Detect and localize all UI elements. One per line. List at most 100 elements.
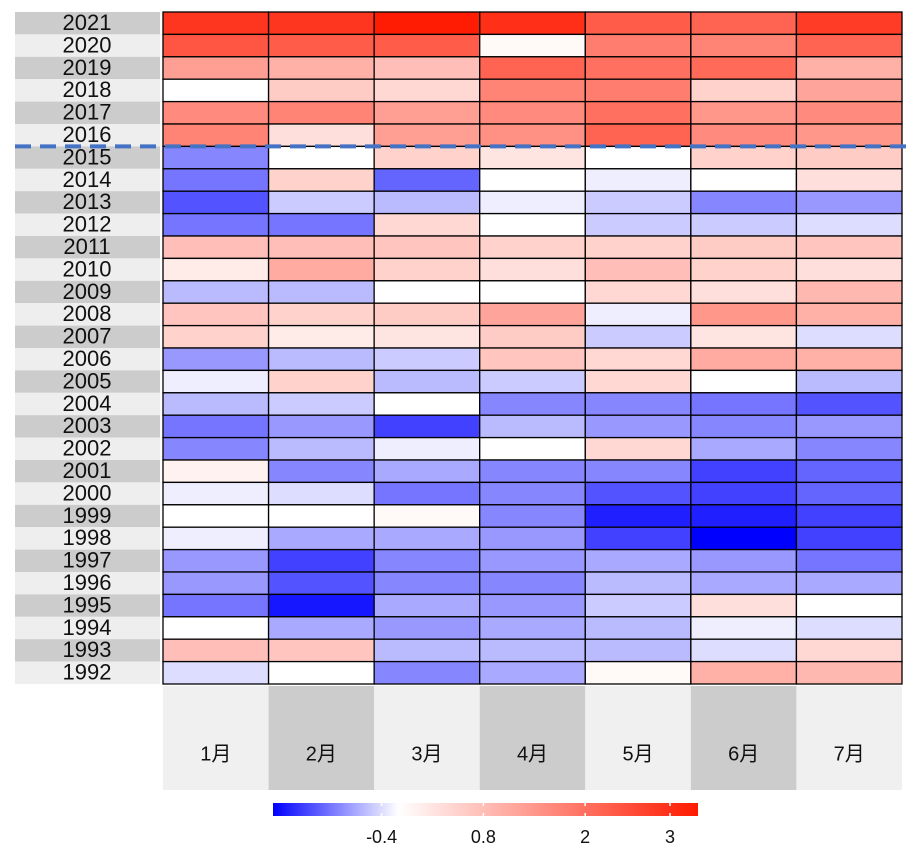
heat-cell <box>267 548 375 573</box>
heat-cell <box>584 347 692 372</box>
heat-cell <box>479 302 586 327</box>
heat-cell <box>373 302 481 327</box>
row-label-bg <box>15 437 160 460</box>
row-label-bg <box>15 124 160 147</box>
row-label-bg <box>15 303 160 326</box>
row-label-bg <box>15 12 160 35</box>
heat-cell <box>795 280 903 304</box>
heat-cell <box>795 123 903 148</box>
heat-cell <box>690 100 798 125</box>
row-label-bg <box>15 258 160 281</box>
row-label-bg <box>15 594 160 617</box>
row-label-bg <box>15 168 160 192</box>
heat-cell <box>795 212 903 237</box>
heat-cell <box>162 302 270 327</box>
heat-cell <box>162 369 270 394</box>
row-label-bg <box>15 482 160 505</box>
row-label-bg <box>15 191 160 214</box>
heat-cell <box>795 616 903 640</box>
column-label: 7月 <box>834 743 865 765</box>
heat-cell <box>795 145 903 170</box>
heat-cell <box>479 190 586 215</box>
heat-cell <box>584 145 692 170</box>
heat-cell <box>373 212 481 237</box>
heat-cell <box>584 280 692 304</box>
row-label-bg <box>15 101 160 124</box>
heat-cell <box>795 369 903 394</box>
column-label-bg <box>796 686 902 790</box>
heat-cell <box>690 459 798 484</box>
heat-cell <box>795 526 903 551</box>
heat-cell <box>690 392 798 416</box>
heat-cell <box>584 414 692 439</box>
heat-cell <box>584 190 692 215</box>
heat-cell <box>795 660 903 685</box>
heat-cell <box>479 11 586 36</box>
column-label: 5月 <box>623 743 654 765</box>
heat-cell <box>584 78 692 103</box>
row-label: 1996 <box>63 570 112 595</box>
heat-cell <box>795 347 903 372</box>
row-label-bg <box>15 415 160 438</box>
heat-cell <box>690 616 798 640</box>
heat-cell <box>373 56 481 80</box>
heat-cell <box>584 593 692 618</box>
heat-cell <box>162 33 270 58</box>
heat-cell <box>267 436 375 461</box>
heat-cell <box>162 347 270 372</box>
heat-cell <box>795 190 903 215</box>
heat-cell <box>162 571 270 596</box>
heat-cell <box>795 33 903 58</box>
heat-cell <box>162 257 270 282</box>
row-label-bg <box>15 527 160 550</box>
heat-cell <box>162 324 270 349</box>
heat-cell <box>373 481 481 506</box>
heat-cell <box>690 78 798 103</box>
heat-cell <box>162 526 270 551</box>
heat-cell <box>479 100 586 125</box>
heat-cell <box>690 302 798 327</box>
heat-cell <box>267 168 375 192</box>
heat-cell <box>584 11 692 36</box>
heat-cell <box>373 638 481 663</box>
heat-cell <box>584 436 692 461</box>
heat-cell <box>373 369 481 394</box>
heat-cell <box>479 548 586 573</box>
heat-cell <box>584 302 692 327</box>
row-label: 2010 <box>63 256 112 281</box>
heat-cell <box>795 436 903 461</box>
column-label: 6月 <box>728 743 759 765</box>
row-label: 2002 <box>63 436 112 461</box>
heat-cell <box>373 11 481 36</box>
heat-cell <box>584 324 692 349</box>
row-label-bg <box>15 34 160 57</box>
row-label-bg <box>15 348 160 371</box>
row-label: 2021 <box>63 10 112 35</box>
heat-cell <box>795 100 903 125</box>
heat-cell <box>162 123 270 148</box>
heat-cell <box>267 145 375 170</box>
row-label-bg <box>15 639 160 662</box>
heat-cell <box>584 212 692 237</box>
heat-cell <box>162 145 270 170</box>
row-label-bg <box>15 280 160 304</box>
heat-cell <box>690 145 798 170</box>
heat-cell <box>795 414 903 439</box>
heat-cell <box>584 548 692 573</box>
heat-cell <box>373 257 481 282</box>
heat-cell <box>795 11 903 36</box>
row-label-bg <box>15 392 160 416</box>
heat-cell <box>267 324 375 349</box>
row-label: 1993 <box>63 637 112 662</box>
row-label-bg <box>15 549 160 572</box>
heat-cell <box>267 212 375 237</box>
heat-cell <box>795 392 903 416</box>
heat-cell <box>479 369 586 394</box>
column-label: 2月 <box>306 743 337 765</box>
row-label: 2011 <box>63 234 110 259</box>
heat-cell <box>584 459 692 484</box>
row-label-bg <box>15 504 160 528</box>
row-label: 1995 <box>63 592 112 617</box>
heat-cell <box>479 504 586 528</box>
heat-cell <box>479 78 586 103</box>
